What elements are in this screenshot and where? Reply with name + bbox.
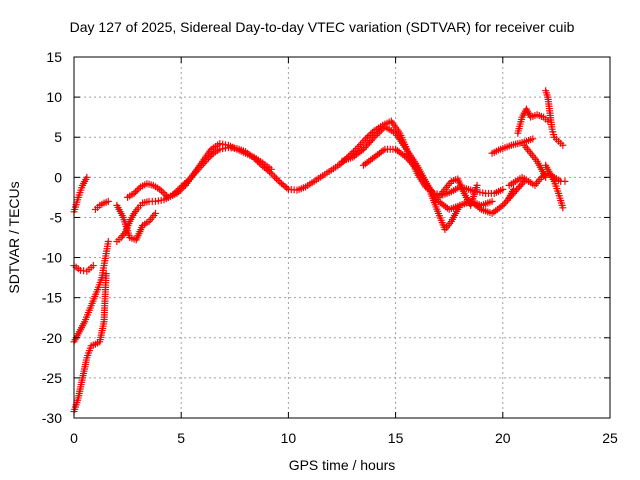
data-point <box>180 183 188 191</box>
data-point <box>367 137 375 145</box>
axis-ticks <box>73 56 611 419</box>
data-point <box>173 189 181 197</box>
data-point <box>364 140 372 148</box>
y-tick-labels: -30 -25 -20 -15 -10 -5 0 5 10 15 <box>42 49 62 426</box>
data-point <box>104 238 112 246</box>
y-tick-label: 10 <box>46 89 62 105</box>
data-point <box>104 197 112 205</box>
data-point <box>499 185 507 193</box>
data-point <box>163 192 171 200</box>
y-tick-label: 15 <box>46 49 62 65</box>
series-arc-1 <box>70 173 91 216</box>
data-points <box>70 87 569 416</box>
x-tick-label: 15 <box>388 430 404 446</box>
data-point <box>488 197 496 205</box>
data-point <box>500 200 508 208</box>
data-point <box>559 141 567 149</box>
data-point <box>561 177 569 185</box>
series-arc-8 <box>113 201 159 244</box>
series-arc-5 <box>91 197 112 213</box>
data-point <box>102 270 110 278</box>
data-point <box>359 145 367 153</box>
data-point <box>363 133 371 141</box>
series-arc-10 <box>359 145 528 217</box>
data-point <box>178 185 186 193</box>
series-arc-18 <box>505 185 518 201</box>
data-point <box>517 181 525 189</box>
x-axis-label: GPS time / hours <box>289 457 396 473</box>
data-point <box>83 173 91 181</box>
data-point <box>502 198 510 206</box>
data-point <box>516 183 524 191</box>
data-point <box>519 179 527 187</box>
data-point <box>89 262 97 270</box>
data-point <box>402 153 410 161</box>
data-point <box>510 185 518 193</box>
data-point <box>365 132 373 140</box>
x-tick-label: 5 <box>177 430 185 446</box>
series-arc-13 <box>514 105 552 137</box>
data-point <box>176 186 184 194</box>
x-tick-label: 0 <box>70 430 78 446</box>
data-point <box>412 164 420 172</box>
data-point <box>363 142 371 150</box>
data-point <box>368 128 376 136</box>
data-point <box>362 135 370 143</box>
data-point <box>135 185 143 193</box>
data-point <box>161 190 169 198</box>
data-point <box>408 160 416 168</box>
y-tick-label: -15 <box>42 290 62 306</box>
y-tick-label: -30 <box>42 410 62 426</box>
data-point <box>410 162 418 170</box>
data-point <box>133 186 141 194</box>
data-point <box>407 158 415 166</box>
data-point <box>559 204 567 212</box>
x-tick-label: 10 <box>281 430 297 446</box>
data-point <box>404 155 412 163</box>
x-tick-labels: 0 5 10 15 20 25 <box>70 430 618 446</box>
y-tick-label: 5 <box>54 129 62 145</box>
y-axis-label: SDTVAR / TECUs <box>6 181 22 293</box>
data-point <box>369 135 377 143</box>
data-point <box>283 184 291 192</box>
data-point <box>159 189 167 197</box>
series-arc-15 <box>542 87 567 149</box>
data-point <box>366 138 374 146</box>
data-point <box>529 135 537 143</box>
data-point <box>175 188 183 196</box>
data-point <box>367 130 375 138</box>
y-tick-label: 0 <box>54 169 62 185</box>
data-point <box>405 157 413 165</box>
data-point <box>514 184 522 192</box>
series-arc-11 <box>434 175 481 209</box>
series-arc-17 <box>505 169 569 189</box>
data-point <box>499 201 507 209</box>
y-tick-label: -5 <box>50 209 63 225</box>
series-arc-3 <box>70 238 112 346</box>
data-point <box>473 181 481 189</box>
data-point <box>132 188 140 196</box>
plot-frame <box>73 56 611 419</box>
y-tick-label: -20 <box>42 330 62 346</box>
data-point <box>151 209 159 217</box>
series-arc-12 <box>488 135 537 157</box>
data-point <box>267 165 275 173</box>
x-tick-label: 25 <box>602 430 618 446</box>
data-point <box>130 189 138 197</box>
chart-title: Day 127 of 2025, Sidereal Day-to-day VTE… <box>70 19 575 35</box>
series-arc-7 <box>124 140 275 201</box>
data-point <box>157 187 165 195</box>
data-point <box>156 185 164 193</box>
data-point <box>361 144 369 152</box>
x-tick-label: 20 <box>495 430 511 446</box>
y-tick-label: -25 <box>42 370 62 386</box>
y-tick-label: -10 <box>42 250 62 266</box>
